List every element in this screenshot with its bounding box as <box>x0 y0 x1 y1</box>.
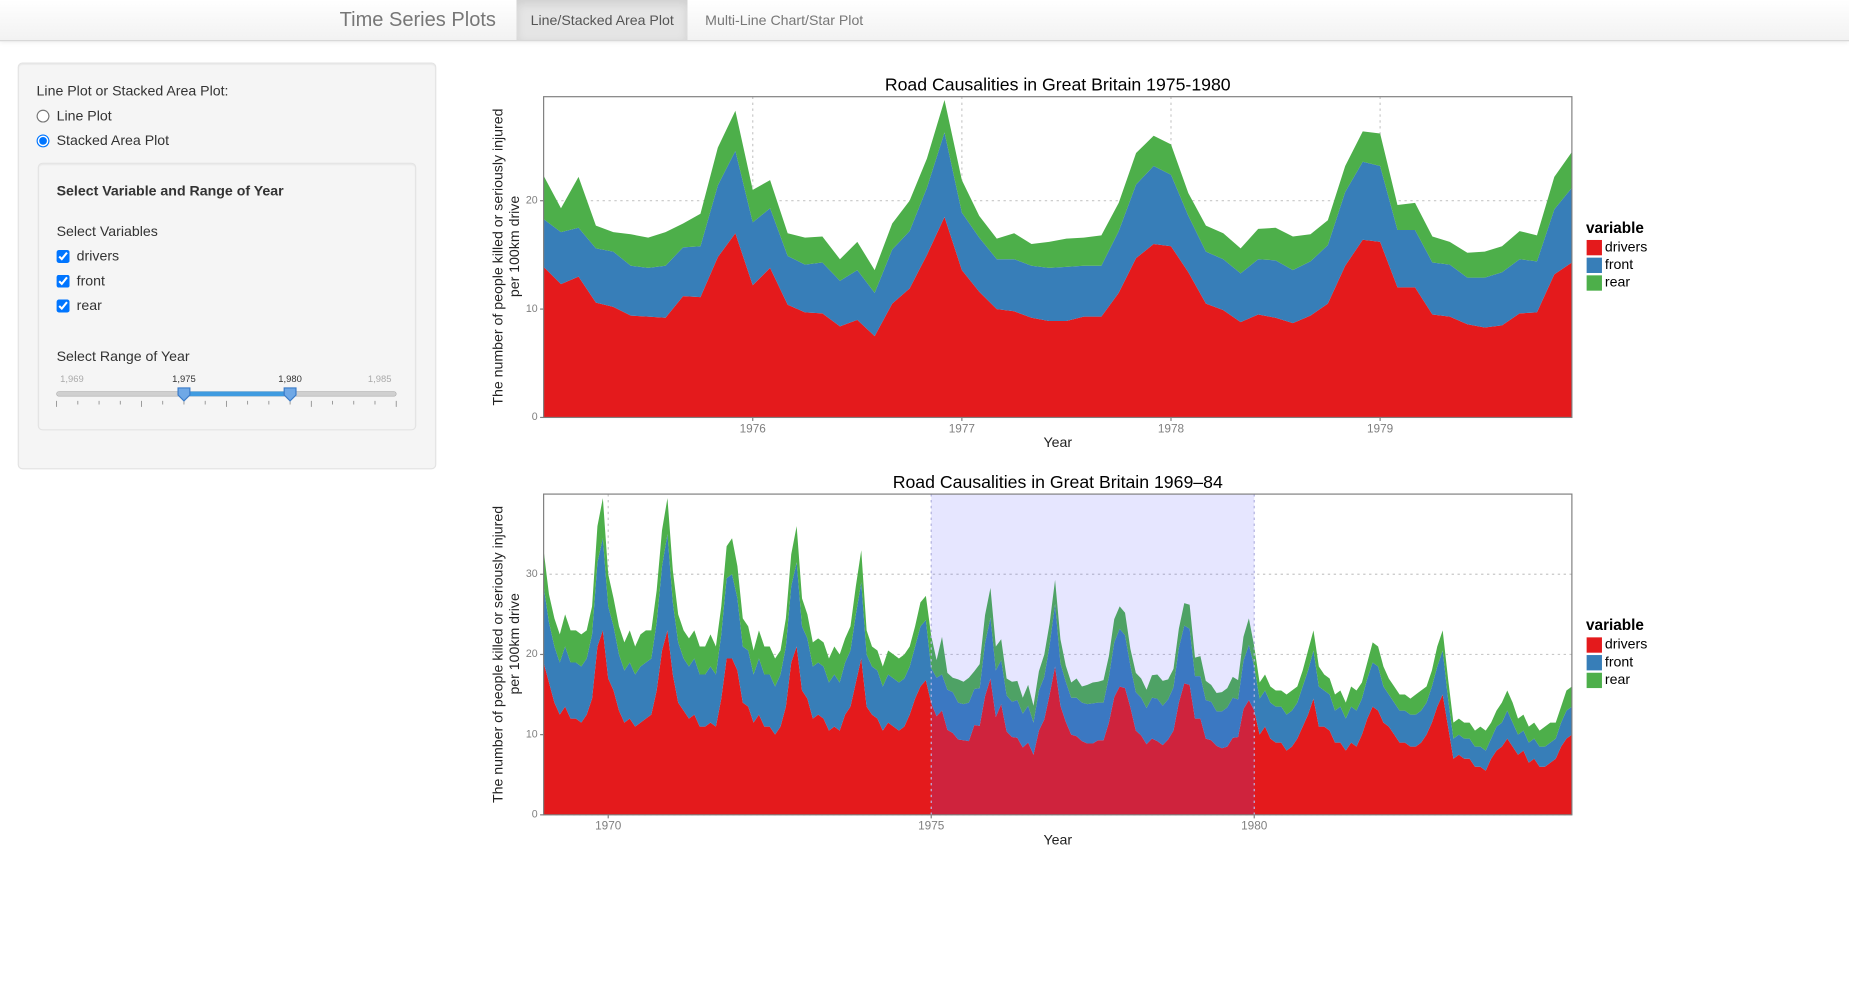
legend-label: drivers <box>1605 636 1647 652</box>
area <box>543 534 1572 771</box>
area <box>543 498 1572 751</box>
x-axis-label: Year <box>1043 832 1072 848</box>
legend-label: drivers <box>1605 238 1647 254</box>
option-label: rear <box>76 297 102 314</box>
radio-option[interactable]: Line Plot <box>36 107 112 124</box>
label: Select Variables <box>56 222 158 240</box>
x-axis-label: Year <box>1043 434 1072 450</box>
slider-handle[interactable] <box>177 387 191 402</box>
checkbox[interactable] <box>56 274 70 288</box>
checkbox[interactable] <box>56 249 70 263</box>
legend-label: rear <box>1605 274 1630 290</box>
checkbox-option[interactable]: front <box>56 272 105 289</box>
x-tick-label: 1980 <box>1241 820 1268 833</box>
slider-label: 1,985 <box>368 373 392 384</box>
slider-handle[interactable] <box>283 387 297 402</box>
x-tick-label: 1970 <box>595 820 622 833</box>
slider-label: 1,980 <box>278 373 302 384</box>
plot-border <box>543 96 1573 419</box>
legend-title: variable <box>1586 617 1644 634</box>
x-tick-label: 1979 <box>1367 422 1393 435</box>
chart: 0 10 20 30 1970 1975 1980 Road Causalities in G… <box>490 472 1648 847</box>
y-tick-label: 10 <box>526 303 538 315</box>
legend-key <box>1585 238 1604 257</box>
legend-label: front <box>1605 256 1633 272</box>
slider-label: 1,975 <box>172 373 196 384</box>
checkbox-option[interactable]: drivers <box>56 247 120 265</box>
y-tick-label: 30 <box>526 568 538 580</box>
checkbox-option[interactable]: rear <box>56 297 102 314</box>
y-tick-label: 20 <box>526 648 538 660</box>
radio[interactable] <box>36 109 50 123</box>
legend-title: variable <box>1586 220 1644 237</box>
legend-key <box>1585 256 1604 275</box>
area <box>543 132 1572 337</box>
legend-key <box>1585 636 1604 654</box>
brand[interactable]: Time Series Plots <box>339 8 496 31</box>
y-axis-label: per 100km drive <box>506 196 522 298</box>
legend-label: rear <box>1605 671 1630 687</box>
option-label: front <box>76 272 105 289</box>
x-tick-label: 1975 <box>918 820 945 833</box>
area <box>543 216 1572 418</box>
slider-label: 1,969 <box>60 373 84 384</box>
y-tick-label: 0 <box>532 411 538 423</box>
area <box>543 630 1572 815</box>
option-label: Stacked Area Plot <box>56 132 170 149</box>
option-label: drivers <box>76 247 120 265</box>
chart: 0 10 20 1976 1977 1978 1979 Road Causalities in… <box>490 75 1648 450</box>
tab[interactable]: Line/Stacked Area Plot <box>516 0 688 41</box>
y-axis-label: The number of people killed or seriously… <box>490 506 506 803</box>
label: Select Range of Year <box>56 347 190 365</box>
slider-selection <box>183 391 291 397</box>
checkbox[interactable] <box>56 298 70 312</box>
chart-title: Road Causalities in Great Britain 1969–8… <box>893 472 1223 492</box>
y-tick-label: 20 <box>526 195 538 207</box>
range-slider[interactable]: 1,969 1,975 1,980 1,985 <box>0 0 472 472</box>
legend-label: front <box>1605 653 1633 669</box>
legend-key <box>1585 653 1604 672</box>
radio[interactable] <box>36 133 50 147</box>
x-tick-label: 1977 <box>949 422 975 435</box>
panel <box>37 162 417 431</box>
y-axis-label: The number of people killed or seriously… <box>490 109 506 406</box>
radio-option[interactable]: Stacked Area Plot <box>36 132 170 149</box>
area <box>543 99 1572 293</box>
panel-title: Select Variable and Range of Year <box>56 182 284 200</box>
label: Line Plot or Stacked Area Plot: <box>36 82 229 100</box>
chart-title: Road Causalities in Great Britain 1975-1… <box>885 75 1231 95</box>
x-tick-label: 1976 <box>740 422 767 435</box>
legend-key <box>1585 671 1604 690</box>
y-tick-label: 0 <box>532 809 538 821</box>
tab[interactable]: Multi-Line Chart/Star Plot <box>705 11 864 29</box>
legend-key <box>1585 274 1604 292</box>
navbar: Time Series Plots Line/Stacked Area Plot… <box>0 0 1849 42</box>
y-axis-label: per 100km drive <box>506 593 522 695</box>
option-label: Line Plot <box>56 107 112 124</box>
y-tick-label: 10 <box>526 728 538 740</box>
x-tick-label: 1978 <box>1158 422 1185 435</box>
range-highlight <box>931 494 1255 815</box>
